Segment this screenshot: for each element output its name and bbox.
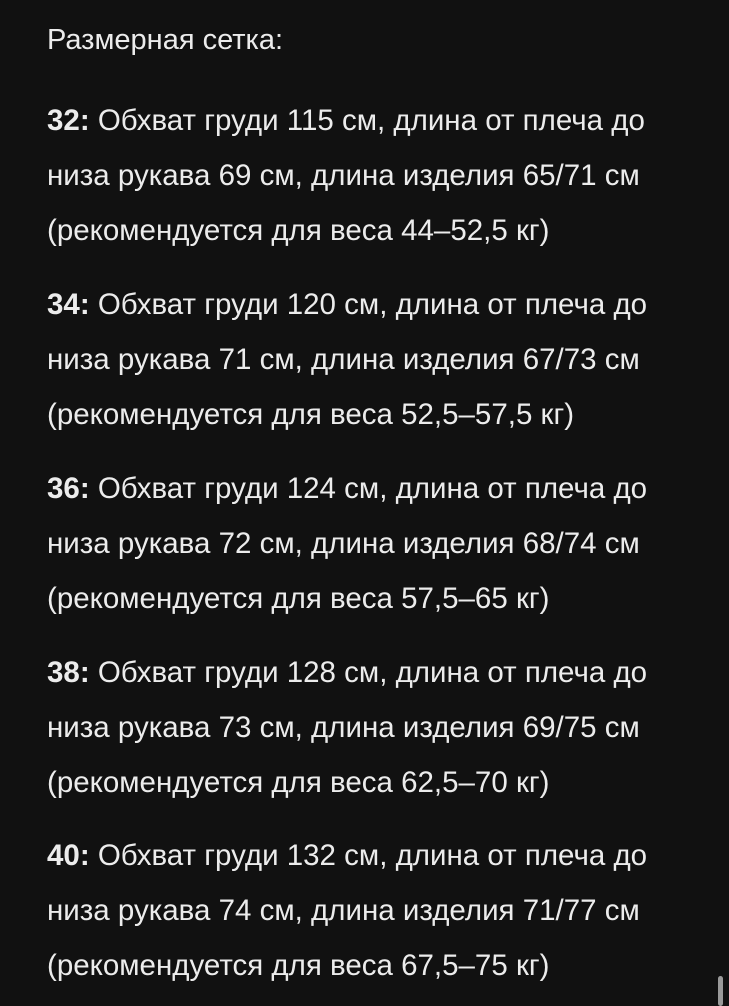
entry-line: 32: Обхват груди 115 см, длина от плеча … — [47, 93, 645, 148]
entry-text: Обхват груди 132 см, длина от плеча до — [89, 839, 648, 872]
size-entry-32: 32: Обхват груди 115 см, длина от плеча … — [47, 93, 645, 258]
size-label: 32: — [47, 104, 90, 137]
entry-line: 36: Обхват груди 124 см, длина от плеча … — [47, 461, 647, 516]
entry-line: (рекомендуется для веса 57,5–65 кг) — [47, 582, 550, 615]
entry-line: (рекомендуется для веса 44–52,5 кг) — [47, 214, 550, 247]
entry-line: низа рукава 69 см, длина изделия 65/71 с… — [47, 159, 640, 192]
entry-line: (рекомендуется для веса 67,5–75 кг) — [47, 949, 550, 982]
entry-line: низа рукава 71 см, длина изделия 67/73 с… — [47, 343, 640, 376]
entry-line: низа рукава 73 см, длина изделия 69/75 с… — [47, 711, 640, 744]
entry-line: 38: Обхват груди 128 см, длина от плеча … — [47, 645, 647, 700]
entry-text: Обхват груди 128 см, длина от плеча до — [89, 656, 648, 689]
scrollbar[interactable] — [718, 976, 723, 1006]
size-label: 36: — [47, 472, 90, 505]
entry-text: Обхват груди 124 см, длина от плеча до — [89, 472, 648, 505]
entry-text: Обхват груди 115 см, длина от плеча до — [89, 104, 645, 137]
page-title: Размерная сетка: — [47, 24, 284, 56]
entry-line: низа рукава 74 см, длина изделия 71/77 с… — [47, 894, 640, 927]
size-entry-38: 38: Обхват груди 128 см, длина от плеча … — [47, 645, 647, 810]
entry-line: (рекомендуется для веса 52,5–57,5 кг) — [47, 398, 575, 431]
entry-line: 34: Обхват груди 120 см, длина от плеча … — [47, 277, 647, 332]
entry-line: 40: Обхват груди 132 см, длина от плеча … — [47, 828, 647, 883]
size-label: 34: — [47, 288, 90, 321]
entry-text: Обхват груди 120 см, длина от плеча до — [89, 288, 648, 321]
size-label: 40: — [47, 839, 90, 872]
size-entry-36: 36: Обхват груди 124 см, длина от плеча … — [47, 461, 647, 626]
size-entry-40: 40: Обхват груди 132 см, длина от плеча … — [47, 828, 647, 993]
size-label: 38: — [47, 656, 90, 689]
entry-line: (рекомендуется для веса 62,5–70 кг) — [47, 766, 550, 799]
size-entry-34: 34: Обхват груди 120 см, длина от плеча … — [47, 277, 647, 442]
entry-line: низа рукава 72 см, длина изделия 68/74 с… — [47, 527, 640, 560]
